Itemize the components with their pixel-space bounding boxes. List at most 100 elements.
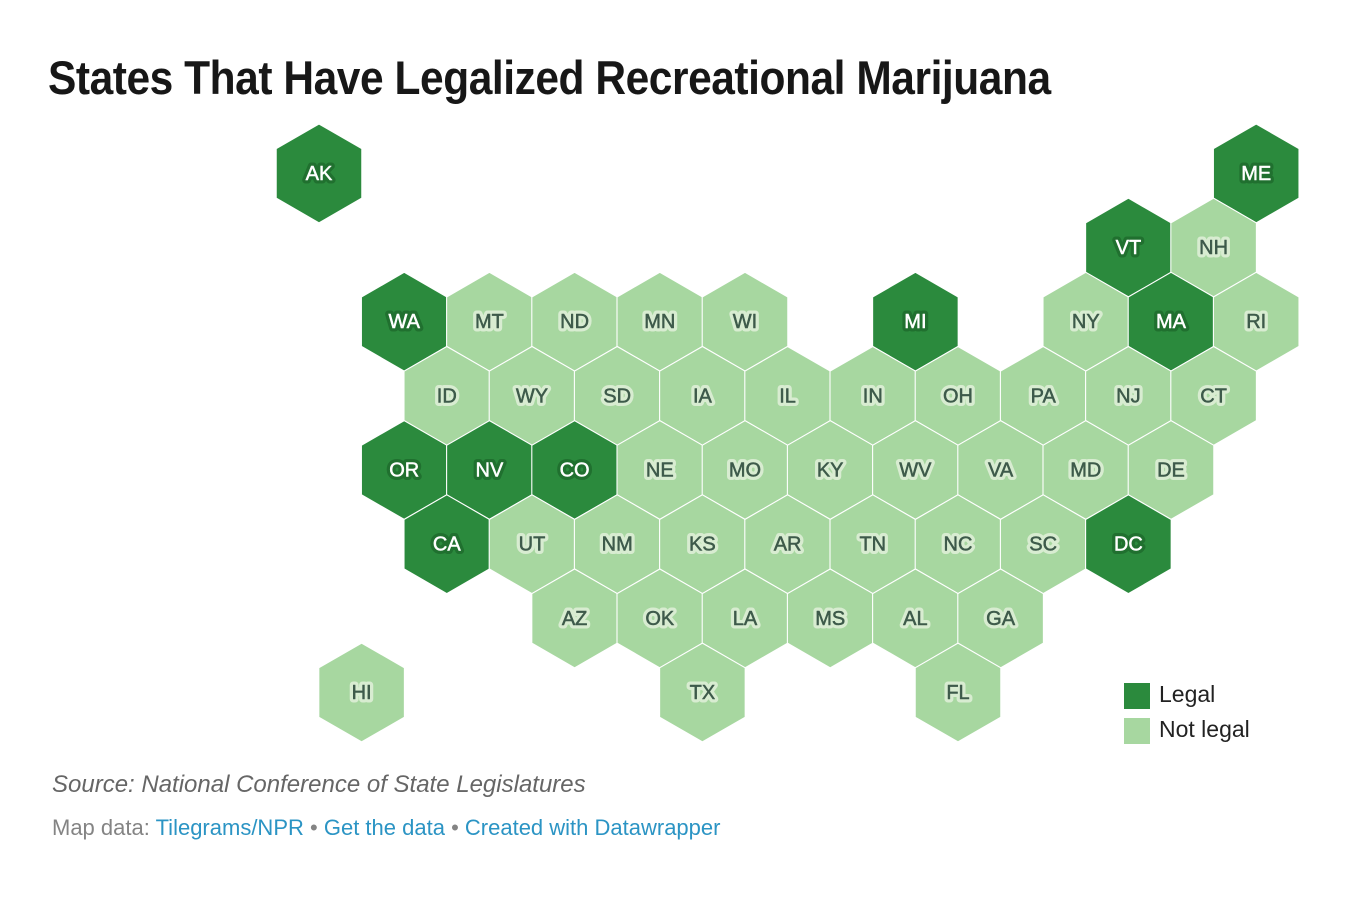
svg-text:TN: TN bbox=[859, 534, 886, 556]
svg-text:FL: FL bbox=[946, 682, 969, 704]
svg-text:RI: RI bbox=[1246, 311, 1266, 333]
svg-text:VA: VA bbox=[988, 460, 1014, 482]
svg-text:OR: OR bbox=[389, 460, 419, 482]
svg-text:ND: ND bbox=[560, 311, 589, 333]
svg-text:GA: GA bbox=[986, 608, 1016, 630]
svg-text:MN: MN bbox=[644, 311, 675, 333]
svg-text:MO: MO bbox=[729, 460, 761, 482]
svg-text:IN: IN bbox=[863, 385, 883, 407]
svg-text:SD: SD bbox=[603, 385, 631, 407]
svg-text:ND: ND bbox=[560, 311, 589, 333]
svg-text:OK: OK bbox=[645, 608, 675, 630]
svg-text:AK: AK bbox=[306, 163, 333, 185]
svg-text:SC: SC bbox=[1029, 534, 1057, 556]
svg-text:NC: NC bbox=[944, 534, 973, 556]
svg-text:HI: HI bbox=[352, 682, 372, 704]
svg-text:HI: HI bbox=[352, 682, 372, 704]
svg-text:AZ: AZ bbox=[562, 608, 588, 630]
svg-text:MS: MS bbox=[815, 608, 845, 630]
svg-text:LA: LA bbox=[733, 608, 758, 630]
svg-text:MI: MI bbox=[904, 311, 926, 333]
svg-text:NY: NY bbox=[1072, 311, 1100, 333]
svg-text:NE: NE bbox=[646, 460, 674, 482]
svg-text:DC: DC bbox=[1114, 534, 1143, 556]
svg-text:AR: AR bbox=[774, 534, 802, 556]
svg-text:DC: DC bbox=[1114, 534, 1143, 556]
svg-text:MI: MI bbox=[904, 311, 926, 333]
svg-text:ME: ME bbox=[1241, 163, 1271, 185]
svg-text:DE: DE bbox=[1157, 460, 1185, 482]
svg-text:WI: WI bbox=[733, 311, 757, 333]
svg-text:NV: NV bbox=[476, 460, 504, 482]
svg-text:OR: OR bbox=[389, 460, 419, 482]
svg-text:IL: IL bbox=[779, 385, 796, 407]
svg-text:WI: WI bbox=[733, 311, 757, 333]
svg-text:AL: AL bbox=[903, 608, 927, 630]
svg-text:AZ: AZ bbox=[562, 608, 588, 630]
svg-text:MD: MD bbox=[1070, 460, 1101, 482]
svg-text:CA: CA bbox=[433, 534, 461, 556]
svg-text:KS: KS bbox=[689, 534, 716, 556]
svg-text:ID: ID bbox=[437, 385, 457, 407]
svg-text:OH: OH bbox=[943, 385, 973, 407]
svg-text:MS: MS bbox=[815, 608, 845, 630]
svg-text:OK: OK bbox=[645, 608, 675, 630]
svg-text:CA: CA bbox=[433, 534, 461, 556]
svg-text:DE: DE bbox=[1157, 460, 1185, 482]
svg-text:AK: AK bbox=[306, 163, 333, 185]
svg-text:MA: MA bbox=[1156, 311, 1187, 333]
svg-text:PA: PA bbox=[1031, 385, 1057, 407]
svg-text:WV: WV bbox=[899, 460, 932, 482]
svg-text:FL: FL bbox=[946, 682, 969, 704]
svg-text:NM: NM bbox=[602, 534, 633, 556]
svg-text:WA: WA bbox=[388, 311, 420, 333]
svg-text:NM: NM bbox=[602, 534, 633, 556]
svg-text:NC: NC bbox=[944, 534, 973, 556]
svg-text:NJ: NJ bbox=[1116, 385, 1140, 407]
svg-text:TN: TN bbox=[859, 534, 886, 556]
svg-text:KY: KY bbox=[817, 460, 844, 482]
svg-text:KS: KS bbox=[689, 534, 716, 556]
svg-text:IA: IA bbox=[693, 385, 713, 407]
svg-text:UT: UT bbox=[519, 534, 546, 556]
svg-text:NJ: NJ bbox=[1116, 385, 1140, 407]
svg-text:SD: SD bbox=[603, 385, 631, 407]
svg-text:MN: MN bbox=[644, 311, 675, 333]
svg-text:MT: MT bbox=[475, 311, 504, 333]
svg-text:MA: MA bbox=[1156, 311, 1187, 333]
svg-text:AL: AL bbox=[903, 608, 927, 630]
svg-text:VT: VT bbox=[1116, 237, 1142, 259]
svg-text:MT: MT bbox=[475, 311, 504, 333]
svg-text:WY: WY bbox=[516, 385, 548, 407]
svg-text:RI: RI bbox=[1246, 311, 1266, 333]
svg-text:MD: MD bbox=[1070, 460, 1101, 482]
svg-text:TX: TX bbox=[690, 682, 716, 704]
svg-text:NV: NV bbox=[476, 460, 504, 482]
svg-text:TX: TX bbox=[690, 682, 716, 704]
svg-text:IL: IL bbox=[779, 385, 796, 407]
svg-text:ID: ID bbox=[437, 385, 457, 407]
svg-text:WA: WA bbox=[388, 311, 420, 333]
svg-text:SC: SC bbox=[1029, 534, 1057, 556]
svg-text:UT: UT bbox=[519, 534, 546, 556]
svg-text:CT: CT bbox=[1200, 385, 1227, 407]
svg-text:AR: AR bbox=[774, 534, 802, 556]
svg-text:MO: MO bbox=[729, 460, 761, 482]
svg-text:NY: NY bbox=[1072, 311, 1100, 333]
svg-text:IA: IA bbox=[693, 385, 713, 407]
svg-text:VA: VA bbox=[988, 460, 1014, 482]
svg-text:WY: WY bbox=[516, 385, 548, 407]
svg-text:CO: CO bbox=[560, 460, 590, 482]
svg-text:NE: NE bbox=[646, 460, 674, 482]
svg-text:WV: WV bbox=[899, 460, 932, 482]
svg-text:NH: NH bbox=[1199, 237, 1228, 259]
svg-text:NH: NH bbox=[1199, 237, 1228, 259]
svg-text:VT: VT bbox=[1116, 237, 1142, 259]
svg-text:ME: ME bbox=[1241, 163, 1271, 185]
svg-text:IN: IN bbox=[863, 385, 883, 407]
svg-text:LA: LA bbox=[733, 608, 758, 630]
svg-text:CT: CT bbox=[1200, 385, 1227, 407]
svg-text:OH: OH bbox=[943, 385, 973, 407]
svg-text:KY: KY bbox=[817, 460, 844, 482]
svg-text:CO: CO bbox=[560, 460, 590, 482]
